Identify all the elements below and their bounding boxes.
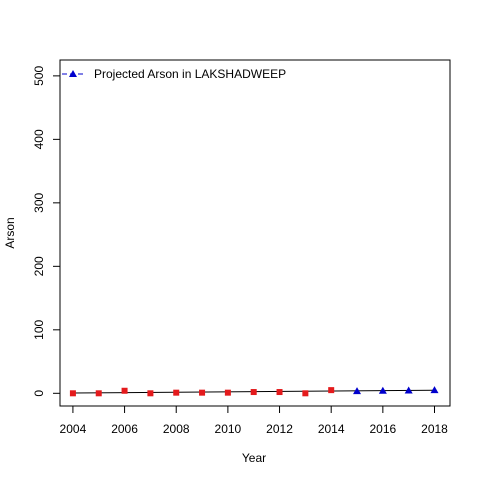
observed-point xyxy=(95,390,102,397)
y-tick-label: 100 xyxy=(32,319,46,339)
observed-point xyxy=(328,387,335,394)
projected-point xyxy=(378,386,387,394)
y-tick-label: 300 xyxy=(32,193,46,213)
y-tick-label: 0 xyxy=(32,390,46,397)
observed-point xyxy=(276,389,283,396)
y-axis: 0 100 200 300 400 500 xyxy=(32,66,60,397)
x-tick-label: 2012 xyxy=(266,422,293,436)
x-axis: 2004 2006 2008 2010 2012 2014 2016 2018 xyxy=(60,406,448,436)
x-tick-label: 2014 xyxy=(318,422,345,436)
projected-point xyxy=(404,386,413,394)
legend-label: Projected Arson in LAKSHADWEEP xyxy=(94,67,286,81)
x-tick-label: 2004 xyxy=(60,422,87,436)
projected-point xyxy=(430,386,439,394)
x-tick-label: 2016 xyxy=(369,422,396,436)
projected-point xyxy=(353,387,362,395)
observed-point xyxy=(121,387,128,394)
observed-point xyxy=(69,390,76,397)
y-tick-label: 200 xyxy=(32,256,46,276)
x-tick-label: 2018 xyxy=(421,422,448,436)
observed-point xyxy=(147,390,154,397)
x-tick-label: 2008 xyxy=(163,422,190,436)
observed-point xyxy=(224,389,231,396)
x-axis-title: Year xyxy=(242,451,266,465)
x-tick-label: 2010 xyxy=(215,422,242,436)
observed-point xyxy=(173,389,180,396)
y-axis-title: Arson xyxy=(3,217,17,248)
y-tick-label: 400 xyxy=(32,129,46,149)
x-tick-label: 2006 xyxy=(111,422,138,436)
data-points xyxy=(69,386,439,397)
observed-point xyxy=(199,389,206,396)
plot-frame xyxy=(59,59,451,407)
observed-point xyxy=(302,390,309,397)
legend: Projected Arson in LAKSHADWEEP xyxy=(62,67,286,81)
legend-triangle-marker xyxy=(69,70,77,77)
observed-point xyxy=(250,389,257,396)
y-tick-label: 500 xyxy=(32,66,46,86)
